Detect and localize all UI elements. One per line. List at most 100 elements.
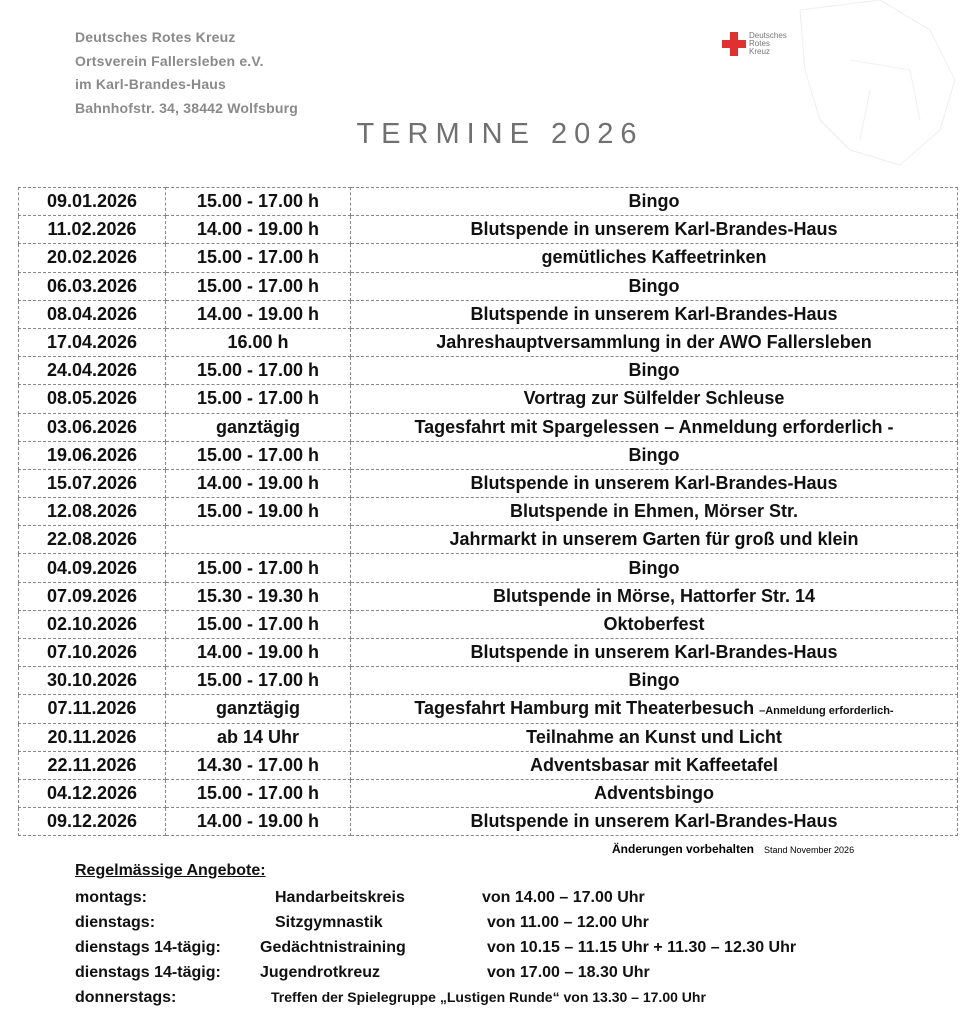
event-time: ab 14 Uhr (165, 722, 351, 752)
event-time: ganztägig (165, 412, 351, 442)
event-date: 19.06.2026 (18, 440, 166, 470)
event-row: 03.06.2026 ganztägig Tagesfahrt mit Sparge… (18, 412, 958, 442)
stand-date: Stand November 2026 (764, 845, 855, 855)
event-date: 09.12.2026 (18, 807, 166, 837)
event-title-text: Oktoberfest (603, 613, 705, 634)
logo-text: Deutsches Rotes Kreuz (749, 31, 787, 56)
event-title-text: gemütliches Kaffeetrinken (541, 247, 767, 268)
event-title-text: Vortrag zur Sülfelder Schleuse (523, 388, 785, 409)
event-date: 08.04.2026 (18, 299, 166, 329)
event-title: Blutspende in unserem Karl-Brandes-Haus (350, 637, 958, 668)
offer-day: montags: (75, 889, 147, 906)
events-table: 09.01.2026 15.00 - 17.00 h Bingo 11.02.2026… (18, 186, 958, 837)
event-title-text: Bingo (628, 557, 680, 578)
event-row: 15.07.2026 14.00 - 19.00 h Blutspende in u… (18, 468, 958, 499)
event-title: Vortrag zur Sülfelder Schleuse (350, 384, 958, 414)
event-time: 15.00 - 17.00 h (165, 778, 351, 809)
event-date: 30.10.2026 (18, 666, 166, 696)
event-title-text: Blutspende in unserem Karl-Brandes-Haus (470, 811, 838, 832)
event-date: 07.10.2026 (18, 637, 166, 668)
event-title-text: Bingo (628, 670, 680, 691)
offer-day: dienstags: (75, 914, 156, 931)
event-date: 11.02.2026 (18, 215, 166, 245)
event-time: 16.00 h (165, 327, 351, 358)
event-time: 15.00 - 17.00 h (165, 271, 351, 301)
event-time: 14.00 - 19.00 h (165, 637, 351, 668)
event-date: 06.03.2026 (18, 271, 166, 301)
event-title-text: Blutspende in unserem Karl-Brandes-Haus (470, 472, 838, 493)
event-title: Bingo (350, 186, 958, 217)
event-title: Blutspende in Ehmen, Mörser Str. (350, 497, 958, 527)
event-title: Adventsbingo (350, 778, 958, 809)
event-date: 04.09.2026 (18, 553, 166, 583)
event-title-text: Teilnahme an Kunst und Licht (526, 726, 782, 747)
event-time: 14.00 - 19.00 h (165, 468, 351, 499)
event-row: 06.03.2026 15.00 - 17.00 h Bingo (18, 271, 958, 301)
event-title-text: Tagesfahrt Hamburg mit Theaterbesuch (414, 698, 760, 719)
event-title-text: Adventsbasar mit Kaffeetafel (529, 754, 779, 775)
event-row: 09.12.2026 14.00 - 19.00 h Blutspende in u… (18, 807, 958, 837)
event-row: 12.08.2026 15.00 - 19.00 h Blutspende in E… (18, 497, 958, 527)
event-title-text: Tagesfahrt mit Spargelessen – Anmeldung … (414, 416, 894, 437)
event-row: 07.11.2026 ganztägig Tagesfahrt Hamburg mi… (18, 694, 958, 724)
event-time: 15.00 - 17.00 h (165, 186, 351, 217)
drk-logo: Deutsches Rotes Kreuz (722, 31, 787, 56)
event-row: 02.10.2026 15.00 - 17.00 h Oktoberfest (18, 609, 958, 640)
regular-offer-row: dienstags: Sitzgymnastik von 11.00 – 12.00… (75, 910, 649, 935)
event-title: Blutspende in Mörse, Hattorfer Str. 14 (350, 581, 958, 611)
event-time: 15.00 - 19.00 h (165, 497, 351, 527)
event-title: gemütliches Kaffeetrinken (350, 243, 958, 273)
event-date: 20.11.2026 (18, 722, 166, 752)
event-row: 09.01.2026 15.00 - 17.00 h Bingo (18, 186, 958, 217)
event-time: 14.00 - 19.00 h (165, 215, 351, 245)
event-row: 20.02.2026 15.00 - 17.00 h gemütliches Kaf… (18, 243, 958, 273)
event-time: 15.00 - 17.00 h (165, 243, 351, 273)
event-row: 08.05.2026 15.00 - 17.00 h Vortrag zur Sül… (18, 384, 958, 414)
event-date: 22.11.2026 (18, 750, 166, 780)
event-title-text: Bingo (628, 275, 680, 296)
offer-activity: Gedächtnistraining (260, 939, 406, 956)
event-row: 19.06.2026 15.00 - 17.00 h Bingo (18, 440, 958, 470)
offer-activity: Handarbeitskreis (275, 889, 405, 906)
event-row: 24.04.2026 15.00 - 17.00 h Bingo (18, 356, 958, 386)
event-time (165, 525, 351, 555)
event-row: 17.04.2026 16.00 h Jahreshauptversammlung … (18, 327, 958, 358)
event-date: 07.09.2026 (18, 581, 166, 611)
event-title-text: Bingo (628, 191, 680, 212)
event-title: Blutspende in unserem Karl-Brandes-Haus (350, 299, 958, 329)
page-title: TERMINE 2026 (356, 118, 644, 150)
regular-offer-row: dienstags 14-tägig: Jugendrotkreuz von 17.… (75, 960, 650, 985)
event-date: 17.04.2026 (18, 327, 166, 358)
event-time: 14.30 - 17.00 h (165, 750, 351, 780)
event-title-text: Blutspende in unserem Karl-Brandes-Haus (470, 642, 838, 663)
org-chapter: Ortsverein Fallersleben e.V. (75, 52, 264, 69)
event-row: 11.02.2026 14.00 - 19.00 h Blutspende in u… (18, 215, 958, 245)
event-row: 20.11.2026 ab 14 Uhr Teilnahme an Kunst un… (18, 722, 958, 752)
event-title-text: Adventsbingo (594, 783, 714, 804)
event-time: ganztägig (165, 694, 351, 724)
event-title: Tagesfahrt mit Spargelessen – Anmeldung … (350, 412, 958, 442)
event-title: Blutspende in unserem Karl-Brandes-Haus (350, 807, 958, 837)
event-title-text: Bingo (628, 444, 680, 465)
event-title-text: Jahreshauptversammlung in der AWO Faller… (436, 332, 872, 353)
event-time: 15.00 - 17.00 h (165, 356, 351, 386)
event-title: Blutspende in unserem Karl-Brandes-Haus (350, 215, 958, 245)
event-title: Bingo (350, 553, 958, 583)
event-row: 04.09.2026 15.00 - 17.00 h Bingo (18, 553, 958, 583)
event-date: 24.04.2026 (18, 356, 166, 386)
event-date: 09.01.2026 (18, 186, 166, 217)
event-time: 14.00 - 19.00 h (165, 299, 351, 329)
event-time: 15.00 - 17.00 h (165, 609, 351, 640)
offer-activity: Sitzgymnastik (275, 914, 383, 931)
organization-address: Deutsches Rotes Kreuz Ortsverein Fallers… (75, 26, 298, 120)
event-time: 15.00 - 17.00 h (165, 384, 351, 414)
offer-time: von 11.00 – 12.00 Uhr (487, 914, 649, 931)
event-title-text: Blutspende in unserem Karl-Brandes-Haus (470, 219, 838, 240)
offer-day: dienstags 14-tägig: (75, 939, 221, 956)
event-title: Blutspende in unserem Karl-Brandes-Haus (350, 468, 958, 499)
event-time: 15.00 - 17.00 h (165, 440, 351, 470)
event-date: 12.08.2026 (18, 497, 166, 527)
org-location: im Karl-Brandes-Haus (75, 76, 227, 92)
footer-note: Änderungen vorbehalten Stand November 202… (612, 842, 854, 856)
regular-heading: Regelmässige Angebote: (75, 862, 266, 879)
